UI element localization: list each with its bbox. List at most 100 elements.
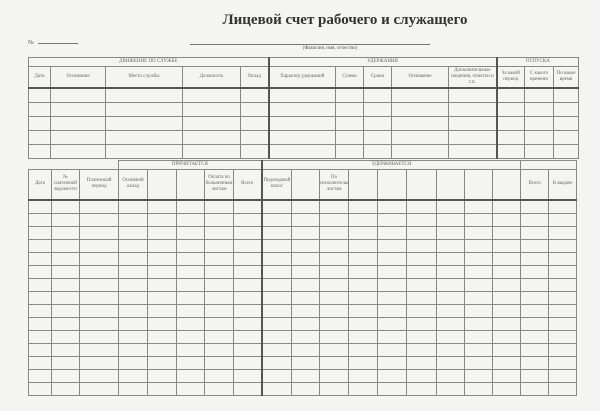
table-cell[interactable] xyxy=(406,277,438,292)
table-cell[interactable] xyxy=(239,143,270,159)
table-cell[interactable] xyxy=(464,316,494,331)
table-cell[interactable] xyxy=(391,143,450,159)
table-cell[interactable] xyxy=(261,381,293,396)
table-cell[interactable] xyxy=(291,225,321,240)
table-cell[interactable] xyxy=(51,225,80,240)
table-cell[interactable] xyxy=(548,303,578,318)
table-cell[interactable] xyxy=(492,277,522,292)
table-cell[interactable] xyxy=(492,355,522,370)
table-cell[interactable] xyxy=(377,264,408,279)
table-cell[interactable] xyxy=(291,355,321,370)
table-cell[interactable] xyxy=(319,329,350,344)
table-cell[interactable] xyxy=(261,290,293,305)
table-cell[interactable] xyxy=(28,277,52,292)
table-cell[interactable] xyxy=(464,303,494,318)
table-cell[interactable] xyxy=(233,355,263,370)
table-cell[interactable] xyxy=(520,238,550,253)
table-cell[interactable] xyxy=(78,368,120,383)
table-cell[interactable] xyxy=(492,316,522,331)
table-cell[interactable] xyxy=(377,368,408,383)
table-cell[interactable] xyxy=(147,225,178,240)
table-cell[interactable] xyxy=(261,225,293,240)
table-cell[interactable] xyxy=(233,225,263,240)
table-cell[interactable] xyxy=(261,212,293,227)
table-cell[interactable] xyxy=(51,277,80,292)
table-cell[interactable] xyxy=(406,355,438,370)
table-cell[interactable] xyxy=(147,381,178,396)
table-cell[interactable] xyxy=(147,303,178,318)
table-cell[interactable] xyxy=(147,212,178,227)
table-cell[interactable] xyxy=(548,290,578,305)
table-cell[interactable] xyxy=(291,381,321,396)
table-cell[interactable] xyxy=(548,342,578,357)
table-cell[interactable] xyxy=(176,355,206,370)
table-cell[interactable] xyxy=(319,212,350,227)
table-cell[interactable] xyxy=(233,368,263,383)
table-cell[interactable] xyxy=(520,290,550,305)
table-cell[interactable] xyxy=(28,329,52,344)
table-cell[interactable] xyxy=(118,290,149,305)
table-cell[interactable] xyxy=(496,87,526,103)
table-cell[interactable] xyxy=(335,143,365,159)
table-cell[interactable] xyxy=(436,381,466,396)
table-cell[interactable] xyxy=(28,238,52,253)
table-cell[interactable] xyxy=(319,316,350,331)
table-cell[interactable] xyxy=(182,115,241,131)
table-cell[interactable] xyxy=(348,225,379,240)
table-cell[interactable] xyxy=(496,101,526,117)
table-cell[interactable] xyxy=(520,212,550,227)
table-cell[interactable] xyxy=(335,101,365,117)
table-cell[interactable] xyxy=(520,251,550,266)
table-cell[interactable] xyxy=(78,381,120,396)
table-cell[interactable] xyxy=(492,264,522,279)
table-cell[interactable] xyxy=(50,129,106,145)
table-cell[interactable] xyxy=(464,199,494,214)
table-cell[interactable] xyxy=(204,199,235,214)
table-cell[interactable] xyxy=(436,342,466,357)
table-cell[interactable] xyxy=(520,355,550,370)
table-cell[interactable] xyxy=(377,303,408,318)
table-cell[interactable] xyxy=(319,342,350,357)
table-cell[interactable] xyxy=(436,225,466,240)
table-cell[interactable] xyxy=(204,225,235,240)
table-cell[interactable] xyxy=(348,277,379,292)
table-cell[interactable] xyxy=(335,129,365,145)
table-cell[interactable] xyxy=(436,212,466,227)
table-cell[interactable] xyxy=(335,115,365,131)
table-cell[interactable] xyxy=(319,225,350,240)
table-cell[interactable] xyxy=(496,129,526,145)
table-cell[interactable] xyxy=(291,251,321,266)
table-cell[interactable] xyxy=(319,290,350,305)
table-cell[interactable] xyxy=(348,199,379,214)
table-cell[interactable] xyxy=(105,129,183,145)
table-cell[interactable] xyxy=(436,355,466,370)
table-cell[interactable] xyxy=(520,329,550,344)
table-cell[interactable] xyxy=(147,251,178,266)
table-cell[interactable] xyxy=(268,129,337,145)
table-cell[interactable] xyxy=(319,251,350,266)
table-cell[interactable] xyxy=(28,115,51,131)
table-cell[interactable] xyxy=(464,238,494,253)
table-cell[interactable] xyxy=(524,87,555,103)
table-cell[interactable] xyxy=(406,212,438,227)
table-cell[interactable] xyxy=(176,342,206,357)
table-cell[interactable] xyxy=(436,316,466,331)
table-cell[interactable] xyxy=(118,329,149,344)
table-cell[interactable] xyxy=(204,342,235,357)
table-cell[interactable] xyxy=(261,264,293,279)
table-cell[interactable] xyxy=(291,342,321,357)
table-cell[interactable] xyxy=(261,251,293,266)
table-cell[interactable] xyxy=(28,355,52,370)
table-cell[interactable] xyxy=(51,368,80,383)
table-cell[interactable] xyxy=(78,316,120,331)
table-cell[interactable] xyxy=(291,329,321,344)
table-cell[interactable] xyxy=(520,316,550,331)
table-cell[interactable] xyxy=(147,355,178,370)
table-cell[interactable] xyxy=(50,115,106,131)
table-cell[interactable] xyxy=(348,290,379,305)
table-cell[interactable] xyxy=(436,238,466,253)
table-cell[interactable] xyxy=(118,212,149,227)
table-cell[interactable] xyxy=(377,342,408,357)
table-cell[interactable] xyxy=(176,251,206,266)
table-cell[interactable] xyxy=(319,368,350,383)
